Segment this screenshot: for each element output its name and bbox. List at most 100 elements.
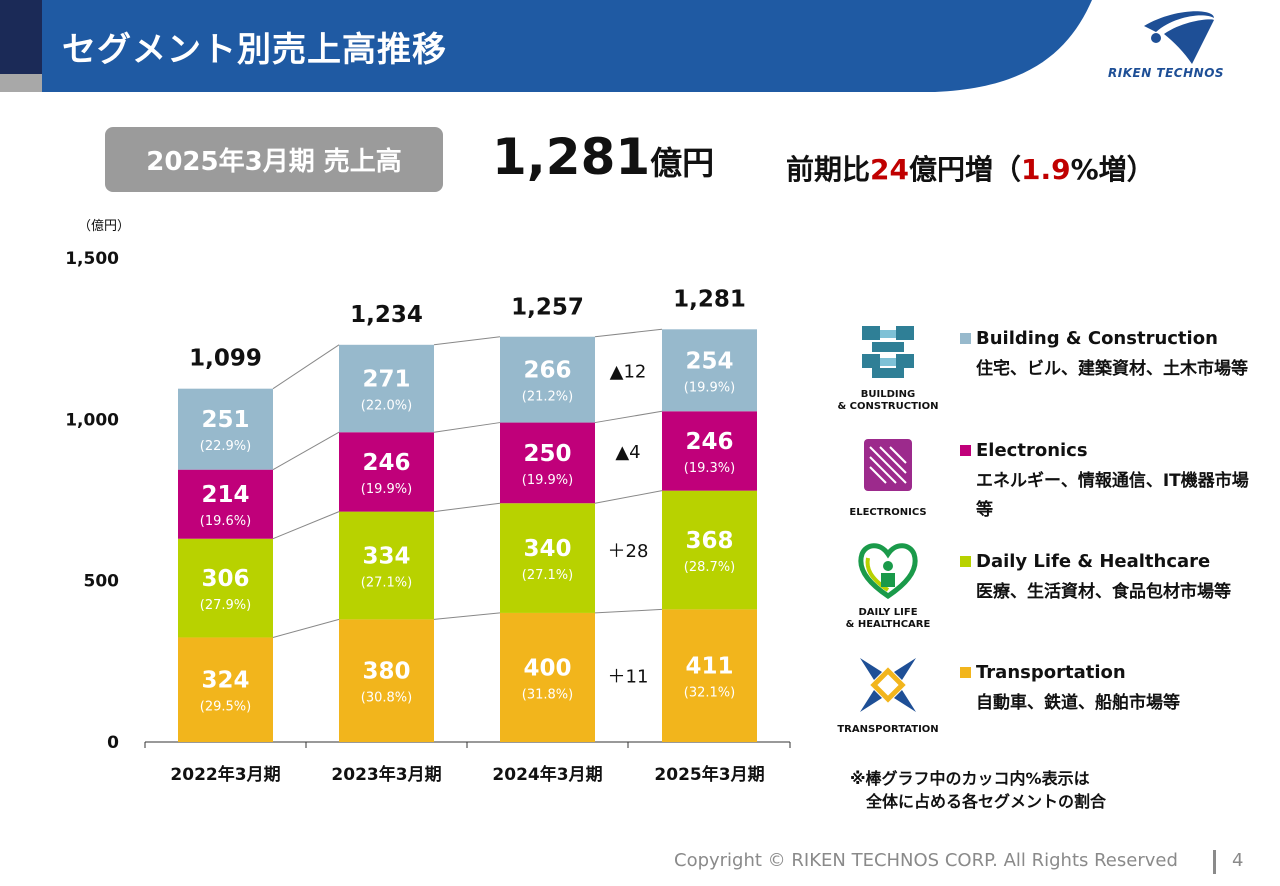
legend-caption-building: BUILDING & CONSTRUCTION bbox=[837, 389, 939, 412]
bar-segment bbox=[662, 490, 757, 610]
bar-value-label: 400 bbox=[523, 655, 571, 681]
bar-segment bbox=[500, 336, 595, 423]
footnote: ※棒グラフ中のカッコ内%表示は 全体に占める各セグメントの割合 bbox=[850, 769, 1107, 811]
compare-value: 24 bbox=[870, 153, 909, 186]
bar-pct-label: (29.5%) bbox=[200, 700, 251, 715]
bar-segment bbox=[339, 619, 434, 742]
legend-caption-electronics: ELECTRONICS bbox=[849, 507, 927, 518]
x-tick-label: 2024年3月期 bbox=[492, 764, 602, 785]
footer-divider bbox=[1213, 850, 1216, 874]
bar-total-label: 1,099 bbox=[189, 345, 262, 371]
bar-value-label: 340 bbox=[523, 536, 571, 562]
series-connector-line bbox=[272, 511, 340, 540]
bar-value-label: 271 bbox=[362, 367, 410, 393]
bar-pct-label: (27.9%) bbox=[200, 598, 251, 613]
legend-swatch-daily-life bbox=[960, 556, 971, 567]
series-connector-line bbox=[433, 502, 501, 513]
segment-sales-chart: （億円） 0 500 1,000 1,500 324 (29.5%) 306 (27.9%) 21… bbox=[65, 218, 791, 785]
series-connector-line bbox=[594, 490, 663, 504]
legend-item-transportation: Transportation bbox=[960, 662, 1126, 683]
series-connector-line bbox=[272, 344, 340, 390]
legend-item-electronics: Electronics bbox=[960, 440, 1088, 461]
yoy-change-label: ＋28 bbox=[608, 541, 649, 562]
y-tick-label: 1,000 bbox=[65, 410, 119, 430]
yoy-change-label: ＋11 bbox=[608, 667, 649, 688]
bar-pct-label: (21.2%) bbox=[522, 390, 573, 405]
period-label-badge: 2025年3月期 売上高 bbox=[105, 127, 443, 192]
bar-pct-label: (19.9%) bbox=[684, 380, 735, 395]
bar-segment bbox=[500, 503, 595, 613]
copyright-text: Copyright © RIKEN TECHNOS CORP. All Righ… bbox=[674, 850, 1178, 871]
legend-label-electronics: Electronics bbox=[976, 440, 1088, 461]
bar-value-label: 380 bbox=[362, 659, 410, 685]
bar-segment bbox=[339, 344, 434, 433]
page-title: セグメント別売上高推移 bbox=[62, 30, 447, 70]
series-connector-line bbox=[594, 328, 663, 338]
series-connector-line bbox=[594, 608, 663, 614]
header-accent-gray bbox=[0, 74, 42, 92]
bar-value-label: 246 bbox=[362, 450, 410, 476]
bar-value-label: 214 bbox=[201, 482, 249, 508]
bar-value-label: 246 bbox=[685, 429, 733, 455]
yoy-change-label: ▲4 bbox=[615, 442, 640, 463]
page-number: 4 bbox=[1232, 850, 1244, 871]
bar-pct-label: (19.3%) bbox=[684, 461, 735, 476]
header-accent-navy bbox=[0, 0, 42, 74]
bar-total-label: 1,257 bbox=[511, 294, 584, 320]
legend-desc-transportation: 自動車、鉄道、船舶市場等 bbox=[976, 693, 1180, 713]
bar-segment bbox=[662, 609, 757, 742]
series-connector-line bbox=[272, 431, 340, 471]
legend-swatch-electronics bbox=[960, 445, 971, 456]
electronics-icon bbox=[864, 439, 912, 491]
x-tick-label: 2025年3月期 bbox=[654, 764, 764, 785]
series-connector-line bbox=[433, 422, 501, 433]
logo-text: RIKEN TECHNOS bbox=[1108, 66, 1225, 80]
y-axis-unit-label: （億円） bbox=[78, 218, 130, 234]
bar-value-label: 306 bbox=[201, 566, 249, 592]
series-connector-line bbox=[272, 618, 340, 638]
bar-segment bbox=[178, 388, 273, 470]
legend-desc-daily-life: 医療、生活資材、食品包材市場等 bbox=[976, 582, 1231, 602]
bar-pct-label: (22.9%) bbox=[200, 439, 251, 454]
legend-swatch-transportation bbox=[960, 667, 971, 678]
bar-segment bbox=[662, 329, 757, 412]
bar-pct-label: (27.1%) bbox=[361, 576, 412, 591]
transportation-icon bbox=[860, 658, 916, 712]
legend-label-daily-life: Daily Life & Healthcare bbox=[976, 551, 1211, 572]
series-connector-line bbox=[433, 336, 501, 346]
legend-desc-building: 住宅、ビル、建築資材、土木市場等 bbox=[976, 359, 1248, 379]
header-band bbox=[42, 0, 1092, 92]
legend-label-transportation: Transportation bbox=[976, 662, 1126, 683]
bar-segment bbox=[339, 511, 434, 620]
bar-value-label: 368 bbox=[685, 528, 733, 554]
series-connector-line bbox=[433, 612, 501, 620]
yoy-comparison: 前期比24億円増（1.9%増） bbox=[786, 148, 1155, 188]
bar-value-label: 254 bbox=[685, 348, 733, 374]
bar-segment bbox=[500, 612, 595, 742]
bar-pct-label: (22.0%) bbox=[361, 399, 412, 414]
total-sales-value: 1,281 bbox=[492, 128, 651, 186]
x-tick-label: 2022年3月期 bbox=[170, 764, 280, 785]
legend-swatch-building bbox=[960, 333, 971, 344]
bar-pct-label: (27.1%) bbox=[522, 568, 573, 583]
legend-caption-transportation: TRANSPORTATION bbox=[837, 724, 939, 735]
bar-segment bbox=[178, 469, 273, 539]
bar-pct-label: (28.7%) bbox=[684, 560, 735, 575]
legend-item-building: Building & Construction bbox=[960, 328, 1218, 349]
bar-segment bbox=[178, 637, 273, 742]
x-tick-label: 2023年3月期 bbox=[331, 764, 441, 785]
bar-segment bbox=[662, 411, 757, 491]
bar-value-label: 324 bbox=[201, 668, 249, 694]
bar-pct-label: (19.9%) bbox=[361, 482, 412, 497]
bar-segment bbox=[500, 422, 595, 504]
legend-item-daily-life: Daily Life & Healthcare bbox=[960, 551, 1210, 572]
series-connector-line bbox=[594, 410, 663, 424]
bar-pct-label: (32.1%) bbox=[684, 686, 735, 701]
compare-pct: 1.9 bbox=[1021, 153, 1071, 186]
legend-caption-daily-life: DAILY LIFE & HEALTHCARE bbox=[845, 607, 931, 630]
bar-pct-label: (31.8%) bbox=[522, 687, 573, 702]
y-tick-label: 500 bbox=[84, 572, 120, 592]
bar-value-label: 251 bbox=[201, 407, 249, 433]
yoy-change-label: ▲12 bbox=[610, 361, 647, 382]
riken-technos-logo-icon bbox=[1144, 11, 1214, 64]
